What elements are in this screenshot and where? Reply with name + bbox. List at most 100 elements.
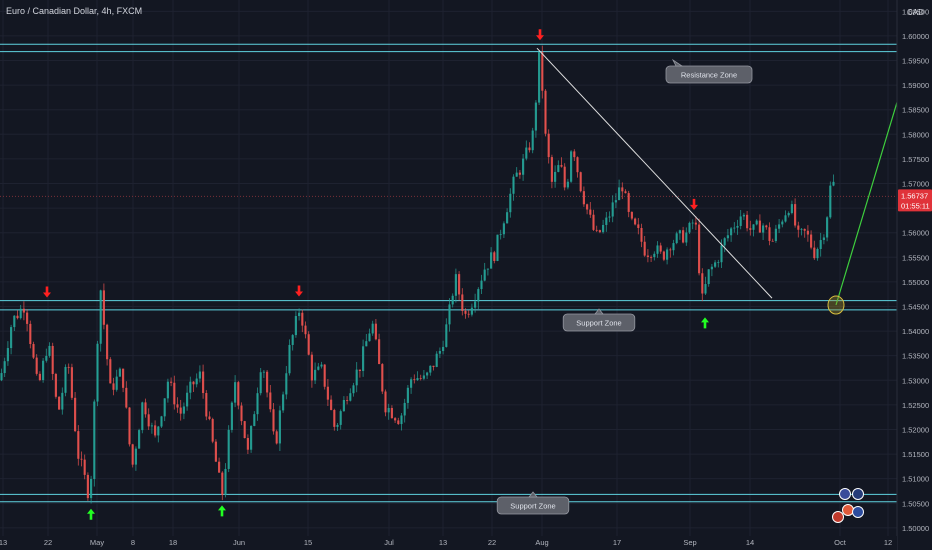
candle-body-191 [611, 202, 614, 217]
candle-body-104 [333, 409, 336, 427]
candle-body-4 [13, 315, 16, 328]
candle-body-31 [99, 290, 102, 344]
candle-body-29 [93, 401, 96, 480]
candle-body-248 [794, 204, 797, 226]
currency-label: CAD [907, 8, 924, 17]
countdown-value: 01:55:11 [901, 201, 930, 210]
x-tick-label-5: Jun [233, 538, 245, 547]
candle-body-38 [122, 368, 125, 388]
candle-body-250 [800, 228, 803, 230]
candle-body-88 [282, 394, 285, 411]
candle-body-17 [54, 373, 57, 397]
candle-body-86 [275, 431, 278, 444]
trendline [536, 47, 773, 299]
event-badge-icon-4 [852, 506, 864, 518]
candle-body-123 [394, 418, 397, 421]
candle-body-209 [669, 249, 672, 251]
candle-body-51 [163, 398, 166, 417]
candle-body-214 [685, 232, 688, 243]
candle-body-128 [410, 379, 413, 388]
candle-body-152 [486, 268, 489, 270]
candle-body-63 [202, 371, 205, 394]
candle-body-167 [534, 102, 537, 131]
candle-body-65 [208, 416, 211, 420]
candle-body-92 [294, 316, 297, 336]
candle-body-219 [701, 273, 704, 294]
candle-body-111 [355, 369, 358, 386]
candle-body-115 [368, 333, 371, 342]
candle-body-231 [739, 216, 742, 226]
candle-body-90 [288, 344, 291, 374]
candle-body-229 [733, 227, 736, 229]
y-tick-label-11: 1.55000 [902, 278, 929, 287]
candle-body-234 [749, 228, 752, 230]
x-tick-label-6: 15 [304, 538, 312, 547]
candle-body-91 [291, 335, 294, 345]
candle-body-68 [218, 461, 221, 473]
candle-body-22 [70, 367, 73, 398]
event-badge-icon-1 [852, 488, 864, 500]
candle-body-131 [419, 378, 422, 379]
x-tick-label-15: 12 [884, 538, 892, 547]
candle-body-132 [422, 375, 425, 379]
candle-body-255 [816, 248, 819, 259]
candle-body-182 [582, 191, 585, 205]
candle-body-179 [573, 151, 576, 158]
candle-body-113 [362, 346, 365, 371]
y-tick-label-17: 1.52000 [902, 425, 929, 434]
candle-body-158 [506, 212, 509, 224]
candle-body-55 [176, 404, 179, 408]
candle-body-224 [717, 262, 720, 264]
candle-body-143 [458, 274, 461, 295]
candle-body-241 [771, 240, 774, 242]
y-tick-label-7: 1.57000 [902, 179, 929, 188]
candle-body-130 [416, 378, 419, 381]
candle-body-61 [195, 378, 198, 385]
candle-body-211 [675, 233, 678, 244]
candle-body-2 [6, 348, 9, 362]
candle-body-171 [547, 133, 550, 158]
candle-body-32 [102, 290, 105, 325]
y-tick-label-1: 1.60000 [902, 32, 929, 41]
candle-body-30 [96, 343, 99, 402]
candle-body-71 [227, 429, 230, 469]
candle-body-160 [512, 176, 515, 194]
candle-body-149 [477, 289, 480, 302]
candle-body-28 [90, 479, 93, 499]
candle-body-84 [269, 392, 272, 410]
candle-body-136 [435, 353, 438, 367]
candle-body-45 [144, 402, 147, 415]
candle-body-99 [317, 366, 320, 370]
candle-body-227 [726, 235, 729, 239]
price-axis [897, 0, 932, 550]
candle-body-62 [198, 371, 201, 379]
candle-body-47 [150, 425, 153, 427]
candle-body-177 [566, 181, 569, 188]
candle-body-34 [109, 359, 112, 384]
candle-body-175 [560, 165, 563, 167]
candle-body-103 [330, 399, 333, 410]
candle-body-37 [118, 368, 121, 377]
candle-body-232 [742, 214, 745, 217]
candle-body-0 [0, 373, 3, 381]
candle-body-244 [781, 221, 784, 225]
candle-body-72 [230, 402, 233, 430]
candle-body-139 [445, 324, 448, 347]
candle-body-174 [557, 165, 560, 172]
candle-body-206 [659, 245, 662, 252]
candle-body-173 [554, 171, 557, 182]
candle-body-138 [442, 346, 445, 352]
candle-body-49 [157, 426, 160, 436]
candle-body-100 [320, 364, 323, 367]
candle-body-208 [666, 249, 669, 260]
candle-body-40 [128, 407, 131, 445]
candle-body-237 [758, 220, 761, 233]
candle-body-258 [826, 217, 829, 238]
candle-body-75 [240, 405, 243, 422]
candle-body-39 [125, 387, 128, 408]
candle-body-247 [790, 204, 793, 214]
candle-body-108 [346, 399, 349, 401]
candle-body-58 [186, 392, 189, 407]
